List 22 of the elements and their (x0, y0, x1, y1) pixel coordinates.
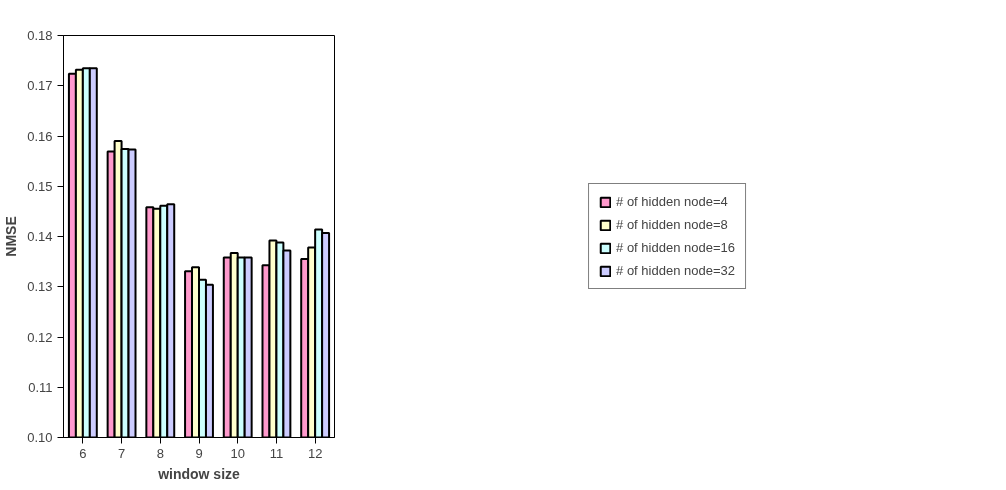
x-tick-label: 6 (79, 445, 87, 461)
legend-label: # of hidden node=8 (616, 217, 728, 232)
legend-label: # of hidden node=16 (616, 240, 735, 255)
x-tick-label: 10 (230, 445, 245, 461)
legend-label: # of hidden node=32 (616, 263, 735, 278)
x-axis-title: window size (157, 465, 241, 482)
y-tick-label: 0.13 (27, 279, 53, 295)
y-tick-label: 0.10 (27, 430, 53, 445)
x-tick-label: 9 (195, 445, 203, 461)
y-tick-label: 0.17 (27, 78, 53, 94)
x-tick-label: 8 (156, 445, 164, 461)
y-tick-label: 0.14 (27, 229, 53, 244)
y-tick-label: 0.11 (28, 379, 53, 395)
y-tick-label: 0.12 (27, 329, 53, 345)
x-tick-label: 11 (269, 445, 284, 461)
y-tick-label: 0.15 (27, 178, 53, 194)
y-axis-title: NMSE (3, 216, 20, 257)
x-tick-label: 7 (117, 445, 126, 461)
y-tick-label: 0.18 (27, 28, 53, 43)
legend-label: # of hidden node=4 (616, 194, 728, 209)
y-tick-label: 0.16 (27, 128, 53, 144)
x-tick-label: 12 (307, 445, 323, 461)
